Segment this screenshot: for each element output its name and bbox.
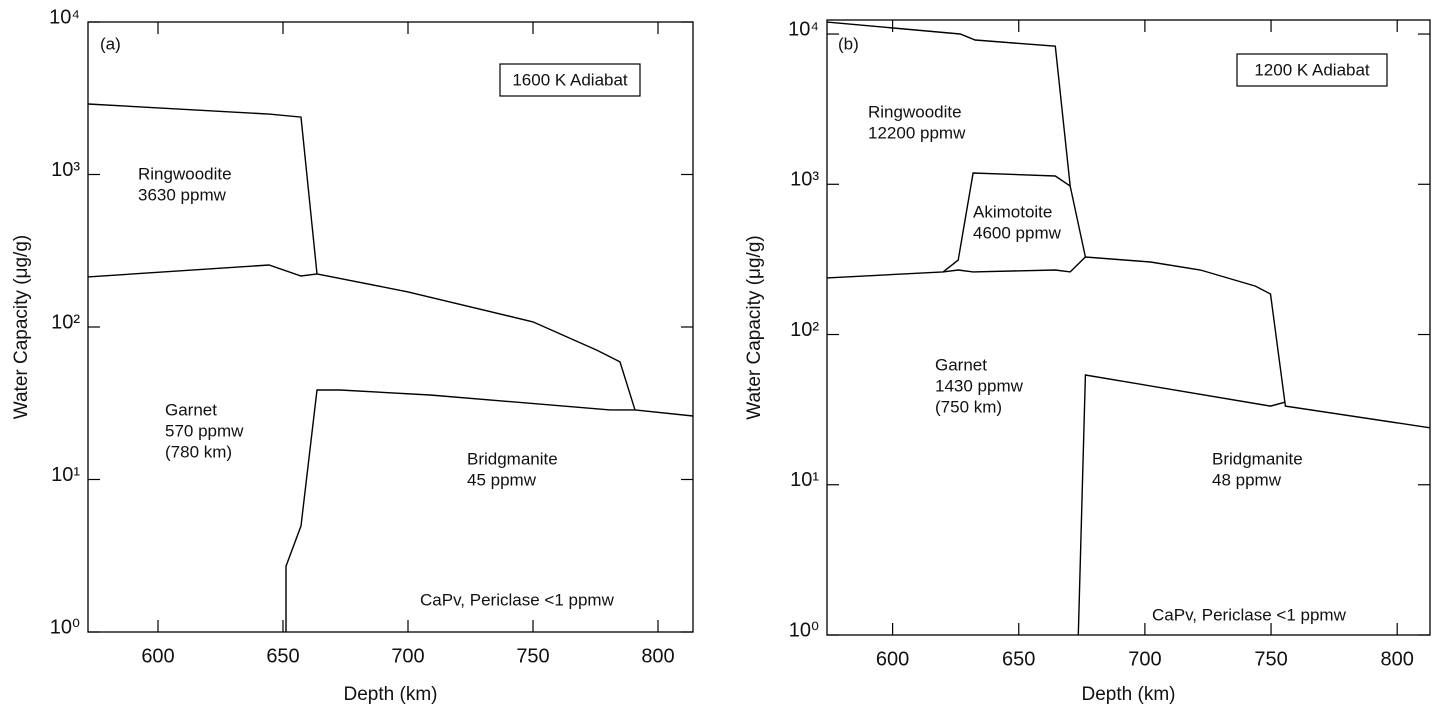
- x-tick-label: 750: [1254, 648, 1287, 670]
- phase-annotation: 4600 ppmw: [973, 223, 1062, 242]
- x-tick-label: 600: [141, 645, 174, 667]
- phase-annotation: Bridgmanite: [467, 449, 558, 468]
- y-tick-label: 10⁴: [788, 18, 819, 40]
- phase-annotation: CaPv, Periclase <1 ppmw: [1152, 605, 1347, 624]
- y-axis-label: Water Capacity (μg/g): [11, 235, 32, 419]
- phase-annotation: CaPv, Periclase <1 ppmw: [420, 590, 615, 609]
- phase-boundary: [1077, 374, 1286, 635]
- panel-label: (b): [838, 34, 859, 53]
- phase-boundary: [88, 264, 636, 411]
- phase-annotation: 3630 ppmw: [138, 185, 227, 204]
- phase-annotation: Garnet: [165, 400, 217, 419]
- x-tick-label: 800: [641, 645, 674, 667]
- phase-annotation: Ringwoodite: [138, 164, 232, 183]
- phase-boundary: [942, 172, 1071, 273]
- box-label: 1600 K Adiabat: [512, 70, 628, 89]
- x-tick-label: 800: [1381, 648, 1414, 670]
- phase-annotation: Garnet: [935, 355, 987, 374]
- x-tick-label: 650: [266, 645, 299, 667]
- phase-annotation: 45 ppmw: [467, 470, 537, 489]
- x-tick-label: 600: [876, 648, 909, 670]
- label-box: [1236, 53, 1388, 87]
- phase-annotation: Bridgmanite: [1212, 449, 1303, 468]
- y-tick-label: 10³: [790, 169, 819, 191]
- phase-boundary: [88, 103, 318, 274]
- y-tick-label: 10¹: [790, 469, 819, 491]
- phase-annotation: (780 km): [165, 442, 232, 461]
- y-tick-label: 10²: [790, 319, 819, 341]
- box-label: 1200 K Adiabat: [1254, 60, 1370, 79]
- x-axis-label: Depth (km): [344, 684, 438, 705]
- phase-annotation: 48 ppmw: [1212, 470, 1282, 489]
- y-tick-label: 10³: [51, 159, 80, 181]
- phase-boundary: [827, 21, 1087, 258]
- x-tick-label: 750: [516, 645, 549, 667]
- label-box: [499, 63, 641, 97]
- y-axis-label: Water Capacity (μg/g): [744, 235, 765, 419]
- plot-frame: [87, 21, 694, 633]
- phase-annotation: 570 ppmw: [165, 421, 244, 440]
- phase-annotation: 1430 ppmw: [935, 376, 1024, 395]
- phase-annotation: 12200 ppmw: [868, 123, 966, 142]
- phase-annotation: (750 km): [935, 397, 1002, 416]
- plot-frame: [826, 19, 1431, 636]
- x-tick-label: 650: [1002, 648, 1035, 670]
- phase-annotation: Ringwoodite: [868, 102, 962, 121]
- x-tick-label: 700: [391, 645, 424, 667]
- phase-boundary: [827, 256, 1430, 429]
- y-tick-label: 10²: [51, 311, 80, 333]
- panel-label: (a): [100, 34, 121, 53]
- phase-annotation: Akimotoite: [973, 202, 1052, 221]
- y-tick-label: 10⁰: [50, 616, 80, 638]
- y-tick-label: 10¹: [51, 464, 80, 486]
- y-tick-label: 10⁰: [789, 619, 819, 641]
- x-tick-label: 700: [1128, 648, 1161, 670]
- phase-boundary: [285, 389, 693, 632]
- x-axis-label: Depth (km): [1082, 684, 1176, 705]
- y-tick-label: 10⁴: [49, 6, 80, 28]
